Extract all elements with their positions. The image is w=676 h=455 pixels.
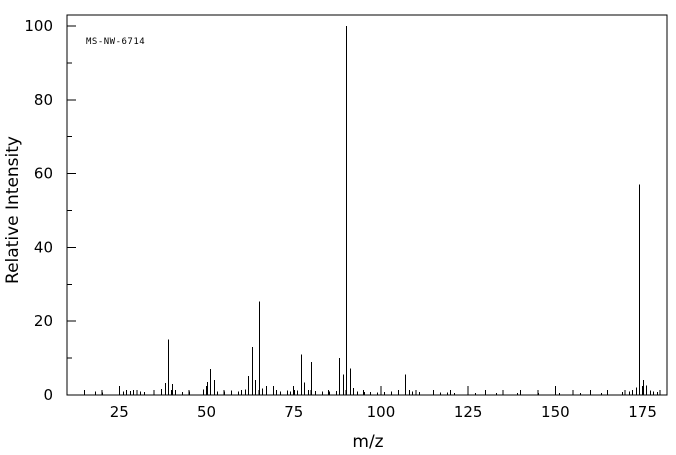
x-tick-label: 50 <box>197 403 216 421</box>
x-tick-label: 75 <box>284 403 303 421</box>
x-tick-label: 100 <box>367 403 396 421</box>
y-tick-label: 80 <box>34 91 53 109</box>
x-axis-ticks <box>66 386 661 395</box>
sample-id-annotation: MS-NW-6714 <box>86 37 145 47</box>
y-tick-label: 0 <box>43 386 53 404</box>
y-tick-label: 40 <box>34 238 53 256</box>
y-axis-ticks <box>67 25 76 396</box>
y-axis-tick-labels: 0 20 40 60 80 100 <box>24 17 53 404</box>
x-tick-label: 125 <box>454 403 483 421</box>
plot-frame <box>66 14 668 396</box>
x-tick-label: 150 <box>541 403 570 421</box>
x-axis-tick-labels: 25 50 75 100 125 150 175 <box>110 403 657 421</box>
plot-border <box>66 14 668 396</box>
y-tick-label: 20 <box>34 312 53 330</box>
x-axis-title: m/z <box>352 432 383 452</box>
peak-series <box>84 26 658 395</box>
y-tick-label: 60 <box>34 165 53 183</box>
x-tick-label: 25 <box>110 403 129 421</box>
x-tick-label: 175 <box>628 403 657 421</box>
y-axis-title: Relative Intensity <box>3 136 23 284</box>
y-tick-label: 100 <box>24 17 53 35</box>
